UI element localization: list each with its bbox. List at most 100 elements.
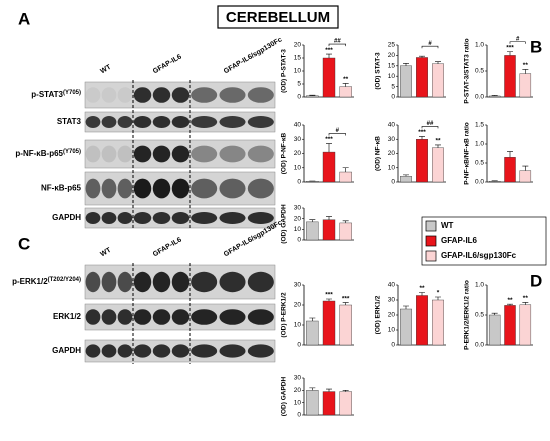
blot-band [152, 344, 171, 358]
blot-band [171, 116, 190, 128]
y-tick-label: 5 [391, 83, 395, 90]
blot-band [171, 271, 190, 293]
blot-band [101, 212, 117, 224]
y-axis-label: (OD) P-NF-κB [281, 132, 288, 174]
row-label: p-STAT3(Y705) [31, 90, 81, 100]
blot-band [191, 145, 218, 163]
error-bar [309, 94, 316, 96]
bar [519, 73, 532, 98]
y-axis-label: (OD) GAPDH [281, 377, 288, 417]
significance-label: *** [325, 47, 333, 54]
y-tick-label: 10 [388, 327, 396, 334]
error-bar [309, 219, 316, 222]
error-bar [435, 144, 441, 148]
blot-band [133, 145, 152, 163]
row-label: GAPDH [52, 213, 81, 222]
blot-band [219, 271, 246, 293]
blot-band [133, 212, 152, 224]
y-tick-label: 30 [294, 282, 302, 289]
y-axis-label: P-ERK1/2/ERK1/2 ratio [464, 280, 471, 350]
blot-band [219, 212, 246, 224]
y-tick-label: 5 [297, 81, 301, 88]
y-axis-label: P-NF-κB/NF-κB ratio [464, 122, 471, 185]
y-tick-label: 0.5 [475, 160, 484, 167]
y-tick-label: 0.5 [475, 312, 484, 319]
error-bar [342, 167, 349, 173]
legend-swatch [425, 250, 437, 262]
row-label-text: GAPDH [52, 213, 81, 222]
significance-label: *** [325, 136, 333, 143]
row-label-text: STAT3 [57, 117, 82, 126]
bracket [328, 43, 346, 47]
bar [416, 139, 428, 183]
error-bar [491, 312, 498, 315]
row-label: ERK1/2 [53, 312, 82, 321]
panel-letter: A [18, 9, 30, 28]
error-bar [403, 305, 409, 309]
error-bar [326, 298, 332, 301]
blot-band [191, 271, 218, 293]
blot-band [171, 145, 190, 163]
error-bar [342, 83, 349, 87]
row-label: GAPDH [52, 346, 81, 355]
y-tick-label: 0 [297, 237, 301, 244]
bracket [421, 126, 439, 129]
bracket-label: ## [427, 121, 434, 127]
blot-band [85, 87, 101, 103]
error-bar [507, 51, 513, 56]
blot-band [133, 271, 152, 293]
bracket-label: # [428, 41, 432, 47]
y-tick-label: 0 [297, 179, 301, 186]
bar [416, 57, 428, 98]
title-box [217, 5, 339, 29]
blot-band [219, 178, 246, 199]
bar [339, 86, 352, 98]
error-bar [435, 296, 441, 300]
bar [322, 151, 336, 183]
y-tick-label: 15 [388, 63, 396, 70]
legend-swatch [425, 235, 437, 247]
bracket-label: # [516, 36, 520, 42]
legend-label: GFAP-IL6 [441, 236, 478, 245]
blot-band [101, 145, 117, 163]
blot-band [133, 309, 152, 325]
error-bar [419, 136, 425, 140]
row-label-sup: (Y705) [63, 149, 81, 155]
y-tick-label: 10 [294, 226, 302, 233]
row-label-text: p-STAT3 [31, 90, 63, 99]
blot-band [117, 87, 133, 103]
bar [400, 176, 412, 183]
blot-band [247, 116, 274, 128]
error-bar [326, 216, 332, 220]
bar [306, 221, 319, 241]
blot-band [247, 271, 274, 293]
y-tick-label: 0.0 [475, 179, 484, 186]
legend-swatch [425, 220, 437, 232]
bar [306, 181, 319, 183]
panel-letter: B [530, 37, 542, 56]
y-tick-label: 30 [388, 297, 396, 304]
y-tick-label: 20 [294, 215, 302, 222]
y-axis-label: (OD) P-ERK1/2 [281, 292, 288, 338]
error-bar [522, 69, 529, 74]
blot-band [171, 178, 190, 199]
y-tick-label: 30 [388, 136, 396, 143]
row-label-sup: (T202/Y204) [48, 277, 81, 283]
blot-band [247, 145, 274, 163]
bar [488, 181, 501, 183]
legend-label: GFAP-IL6/sgp130Fc [441, 251, 517, 260]
row-label-text: p-NF-κB-p65 [15, 149, 63, 158]
blot-band [152, 145, 171, 163]
blot-band [117, 178, 133, 199]
error-bar [326, 53, 332, 58]
bar [432, 147, 444, 183]
blot-band [133, 87, 152, 103]
significance-label: *** [325, 292, 333, 299]
significance-label: *** [342, 295, 350, 302]
y-tick-label: 40 [388, 282, 396, 289]
y-tick-label: 0 [391, 94, 395, 101]
y-axis-label: (OD) NF-κB [375, 136, 382, 171]
significance-label: ** [523, 295, 529, 302]
y-tick-label: 0 [391, 342, 395, 349]
blot-band [117, 116, 133, 128]
